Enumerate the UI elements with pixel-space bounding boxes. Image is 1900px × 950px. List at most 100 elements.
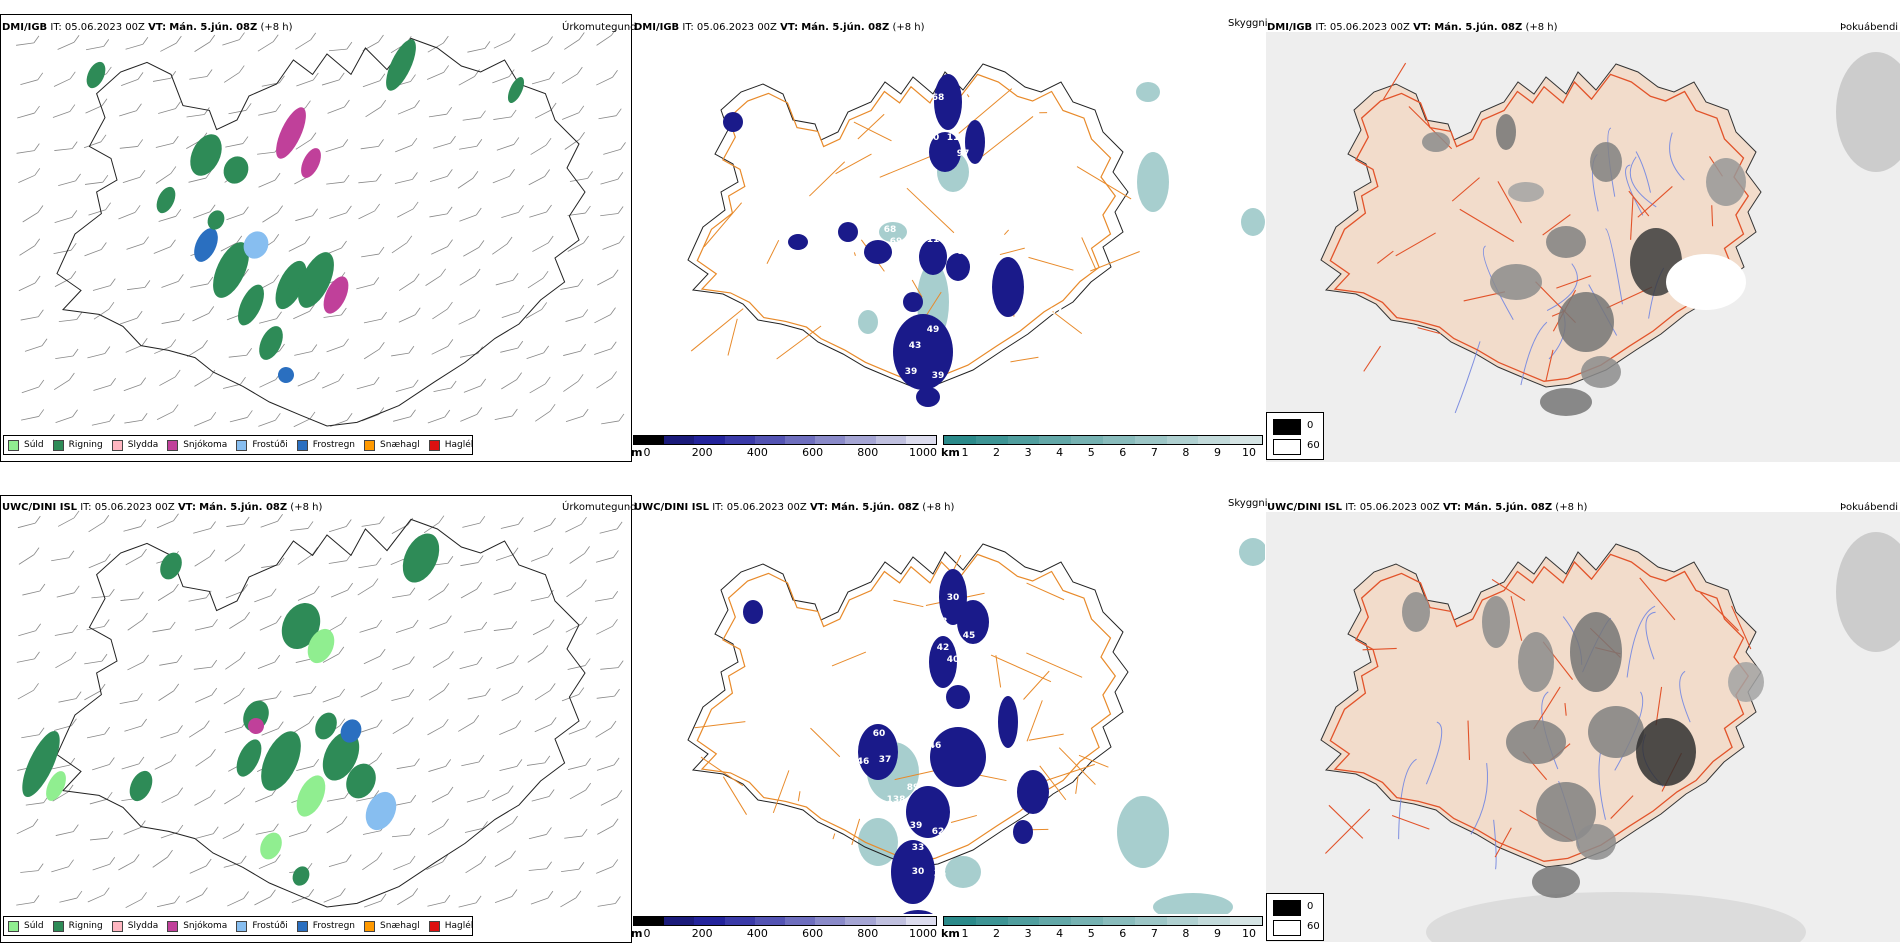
legend-swatch <box>167 920 179 932</box>
legend-swatch <box>364 920 376 932</box>
wind-barb <box>194 619 218 631</box>
legend-label: Snjókoma <box>183 921 228 931</box>
wind-barb <box>495 547 519 561</box>
wind-barb <box>602 235 625 250</box>
precip-area <box>194 228 218 262</box>
wind-barb <box>288 236 311 252</box>
road <box>1039 765 1067 801</box>
wind-barb <box>259 372 282 388</box>
wind-barb <box>17 515 41 529</box>
colorbar-segment <box>1007 436 1040 444</box>
precip-area <box>340 719 362 743</box>
wind-barb <box>330 582 353 598</box>
wind-barb <box>16 35 40 46</box>
wind-barb <box>394 172 418 184</box>
ceiling-label: 37 <box>879 755 892 765</box>
wind-barb <box>328 854 352 867</box>
precip-area <box>213 242 249 298</box>
legend-item: Snjókoma <box>167 920 228 932</box>
river <box>1679 670 1691 723</box>
colorbar-segment <box>664 436 695 444</box>
wind-barb <box>358 557 382 569</box>
ceiling-label: 38 <box>935 617 948 627</box>
fog-legend-label: 60 <box>1307 921 1320 932</box>
river <box>1493 819 1497 870</box>
colorbar-segment <box>845 436 876 444</box>
ceiling-label: 97 <box>957 149 970 159</box>
wind-barb <box>467 41 491 53</box>
fog-area <box>1706 158 1746 206</box>
wind-barb <box>92 857 116 871</box>
wind-barb <box>223 855 247 868</box>
ceiling-label: 35 <box>934 869 947 879</box>
wind-barb <box>360 682 383 698</box>
wind-barb <box>158 683 180 701</box>
fog-area <box>1518 632 1554 692</box>
wind-barb <box>254 889 276 906</box>
wind-barb <box>121 756 145 770</box>
fog-area <box>1590 142 1622 182</box>
road <box>1639 577 1676 621</box>
ceiling-label: 40 <box>947 655 960 665</box>
wind-barb <box>528 827 552 840</box>
visibility-area <box>1136 82 1160 102</box>
wind-barb <box>295 32 317 50</box>
precip-area <box>207 210 225 230</box>
wind-barb <box>124 413 148 424</box>
wind-barb <box>54 141 78 151</box>
road <box>1700 592 1739 632</box>
precip-legend: Súld Rigning Slydda Snjókoma Frostúði Frostre… <box>3 916 473 936</box>
wind-barb <box>560 278 584 290</box>
colorbar-segment <box>1102 917 1135 925</box>
visibility-area <box>1117 796 1169 868</box>
colorbar-tick: 2 <box>993 927 1001 940</box>
ceiling-colorbar-bottom: m 0 200 400 600 800 1000 <box>631 916 937 946</box>
river <box>1520 321 1548 386</box>
wind-barb <box>463 378 487 393</box>
road <box>1510 596 1523 641</box>
wind-barb <box>427 718 449 736</box>
precip-map-top <box>16 28 626 428</box>
road <box>990 654 1052 683</box>
colorbar-tick: 5 <box>1087 927 1095 940</box>
road <box>966 94 970 98</box>
precip-title-bottom: Úrkomutegund <box>562 502 637 513</box>
colorbar-segment <box>1166 436 1199 444</box>
wind-barb <box>364 893 387 908</box>
wind-barb <box>288 823 312 838</box>
wind-barb <box>462 515 486 528</box>
wind-barb <box>398 307 421 323</box>
road <box>1391 815 1430 830</box>
coastline <box>56 37 586 427</box>
legend-swatch <box>364 439 376 451</box>
fog-legend-top: 0 60 <box>1266 412 1324 460</box>
colorbar-tick: 8 <box>1182 927 1190 940</box>
wind-barb <box>121 72 144 86</box>
wind-barb <box>58 312 83 323</box>
colorbar-tick: 1000 <box>909 446 937 459</box>
wind-barb <box>22 583 46 596</box>
wind-barb <box>427 409 451 424</box>
wind-barb <box>154 339 177 354</box>
ceiling-area <box>893 314 953 390</box>
wind-barb <box>356 790 380 802</box>
colorbar-segment <box>634 917 665 925</box>
ceiling-label: 60 <box>873 729 886 739</box>
colorbar-segment <box>1134 436 1167 444</box>
wind-barb <box>459 656 483 670</box>
legend-label: Frostúði <box>252 921 288 931</box>
wind-barb <box>194 411 217 427</box>
wind-barb <box>391 235 413 254</box>
wind-barb <box>260 513 283 528</box>
wind-barb <box>465 856 487 874</box>
fog-area <box>1536 782 1596 842</box>
colorbar-segment <box>1102 436 1135 444</box>
precip-area <box>298 252 334 308</box>
ceiling-label: 68 <box>884 225 897 235</box>
wind-barb <box>600 206 624 217</box>
wind-barb <box>359 719 383 733</box>
cloud-title-bottom: Skyggni <box>1228 498 1268 509</box>
wind-barb <box>254 588 277 603</box>
ceiling-area <box>930 727 986 787</box>
ceiling-area <box>998 696 1018 748</box>
